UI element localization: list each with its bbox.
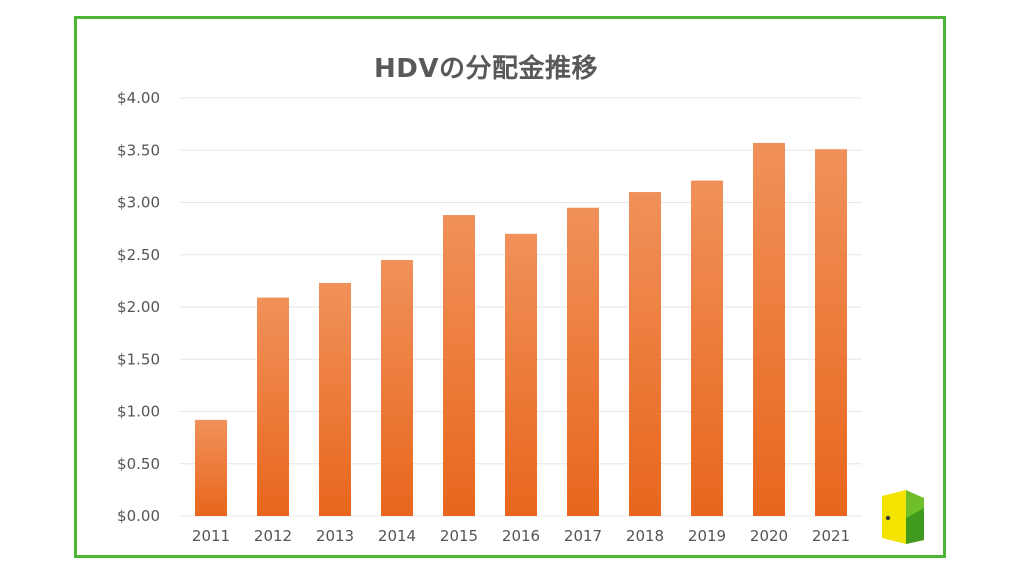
bar-2019 [691, 180, 723, 516]
y-tick-label: $2.50 [117, 246, 160, 264]
x-tick-label: 2017 [564, 527, 602, 545]
x-tick-label: 2016 [502, 527, 540, 545]
y-tick-label: $2.00 [117, 298, 160, 316]
y-tick-label: $4.00 [117, 89, 160, 107]
door-panel [882, 490, 906, 544]
door-shadow [906, 508, 924, 544]
bar-2011 [195, 419, 227, 516]
bars [195, 142, 847, 517]
bar-2017 [567, 207, 599, 516]
bar-2021 [815, 149, 847, 516]
bar-2018 [629, 192, 661, 517]
x-tick-label: 2021 [812, 527, 850, 545]
y-tick-label: $1.00 [117, 403, 160, 421]
x-tick-label: 2020 [750, 527, 788, 545]
bar-2015 [443, 215, 475, 517]
y-axis-ticks: $0.00 $0.50 $1.00 $1.50 $2.00 $2.50 $3.00 $3.50… [117, 89, 160, 525]
y-tick-label: $3.50 [117, 141, 160, 159]
door-icon [882, 490, 924, 544]
y-tick-label: $0.50 [117, 455, 160, 473]
bar-2012 [257, 297, 289, 516]
x-tick-label: 2013 [316, 527, 354, 545]
bar-2013 [319, 282, 351, 516]
y-tick-label: $0.00 [117, 507, 160, 525]
x-tick-label: 2012 [254, 527, 292, 545]
bar-2020 [753, 142, 785, 516]
x-tick-label: 2018 [626, 527, 664, 545]
y-tick-label: $1.50 [117, 350, 160, 368]
bar-2014 [381, 259, 413, 516]
x-axis-ticks: 2011 2012 2013 2014 2015 2016 2017 2018 2019 2020… [192, 527, 850, 545]
chart-title: HDVの分配金推移 [374, 54, 598, 84]
door-knob [885, 515, 891, 521]
x-tick-label: 2011 [192, 527, 230, 545]
y-tick-label: $3.00 [117, 194, 160, 212]
x-tick-label: 2014 [378, 527, 416, 545]
x-tick-label: 2015 [440, 527, 478, 545]
x-tick-label: 2019 [688, 527, 726, 545]
bar-2016 [505, 233, 537, 516]
